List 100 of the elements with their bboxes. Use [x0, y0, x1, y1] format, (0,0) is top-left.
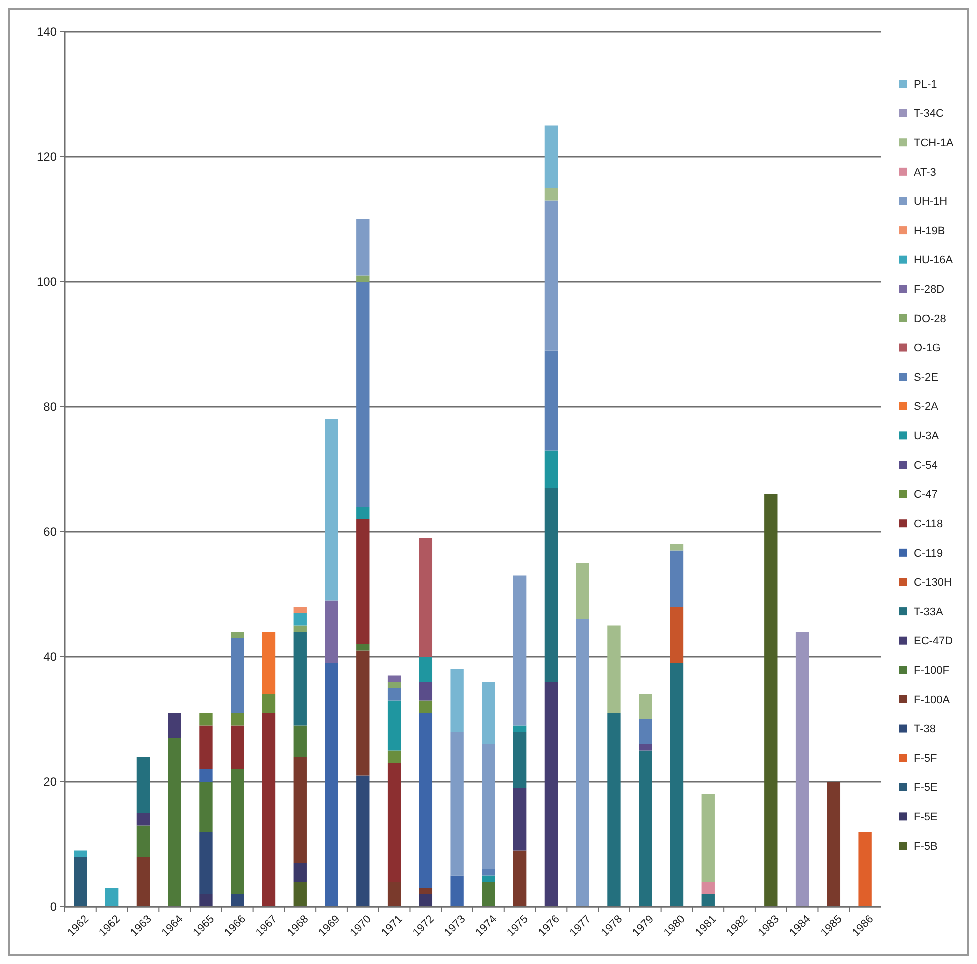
bar	[702, 894, 715, 907]
bar	[482, 876, 496, 882]
bar	[356, 276, 370, 282]
bar	[136, 857, 150, 907]
bar	[388, 882, 402, 907]
bar	[356, 520, 370, 644]
bar	[200, 894, 213, 907]
legend-label: F-5B	[914, 840, 938, 853]
bar	[419, 682, 433, 701]
bar	[262, 713, 276, 907]
bar	[639, 720, 652, 744]
bar	[294, 607, 307, 614]
bar	[294, 882, 307, 907]
bar	[325, 420, 338, 601]
y-tick-label: 0	[50, 900, 58, 914]
bar	[231, 770, 244, 894]
bar	[200, 726, 213, 770]
bar	[576, 563, 590, 620]
bar	[356, 644, 370, 651]
legend-label: O-1G	[914, 342, 941, 355]
y-tick-label: 140	[36, 25, 58, 40]
y-tick-label: 60	[44, 525, 58, 540]
legend-label: TCH-1A	[914, 137, 954, 150]
bar	[670, 663, 684, 907]
legend-label: HU-16A	[914, 254, 954, 267]
bar	[450, 670, 464, 732]
legend-label: F-5E	[914, 812, 938, 824]
bar	[419, 888, 433, 894]
bar	[513, 726, 527, 732]
legend-label: F-5F	[914, 752, 938, 765]
bar	[670, 550, 684, 607]
bar	[670, 607, 684, 664]
legend-label: U-3A	[914, 430, 940, 443]
y-tick-label: 100	[36, 275, 58, 290]
bar	[294, 626, 307, 632]
bar	[231, 726, 244, 770]
y-tick-label: 20	[44, 775, 58, 790]
bar	[231, 638, 244, 714]
bar	[513, 788, 527, 851]
legend-label: H-19B	[914, 225, 946, 238]
legend-label: C-130H	[914, 577, 952, 590]
bar	[639, 750, 652, 907]
bar	[450, 732, 464, 876]
bar	[482, 870, 496, 876]
bar	[450, 876, 464, 907]
bar	[419, 700, 433, 714]
bar	[262, 694, 276, 714]
legend-label: F-28D	[914, 284, 945, 296]
bar	[388, 763, 402, 882]
bar	[419, 538, 433, 657]
bar	[858, 832, 872, 907]
bar	[200, 782, 213, 832]
bar	[544, 126, 558, 188]
bar	[388, 688, 402, 701]
bar	[294, 726, 307, 757]
bar	[608, 626, 621, 714]
bar	[764, 494, 778, 907]
bar	[356, 282, 370, 507]
bar	[544, 350, 558, 451]
bar	[356, 650, 370, 776]
legend-label: C-119	[914, 548, 944, 560]
bar	[231, 632, 244, 638]
bar	[702, 882, 715, 894]
bar	[168, 738, 182, 907]
bar	[388, 682, 402, 688]
bar	[482, 682, 496, 744]
bar	[294, 632, 307, 726]
bar	[513, 732, 527, 788]
bar	[356, 220, 370, 276]
legend-label: C-118	[914, 518, 944, 530]
legend-label: C-47	[914, 489, 938, 502]
legend-label: F-5E	[914, 782, 938, 794]
bar	[419, 713, 433, 888]
legend-label: S-2E	[914, 372, 938, 384]
legend-label: PL-1	[914, 78, 938, 91]
bar	[231, 713, 244, 726]
legend-label: T-38	[914, 724, 936, 736]
y-tick-label: 40	[44, 650, 58, 664]
bar	[388, 750, 402, 764]
bar	[639, 694, 652, 720]
bar	[388, 676, 402, 682]
bar	[544, 450, 558, 488]
bar	[105, 888, 119, 907]
bar	[544, 200, 558, 351]
legend-label: C-54	[914, 460, 938, 472]
legend-label: F-100F	[914, 665, 950, 678]
legend-label: T-33A	[914, 606, 944, 618]
bar	[294, 757, 307, 864]
bar	[576, 620, 590, 907]
bar	[608, 713, 621, 907]
legend-label: S-2A	[914, 401, 940, 414]
bar	[294, 863, 307, 882]
bar	[356, 776, 370, 907]
bar	[482, 744, 496, 870]
bar	[325, 600, 338, 664]
y-tick-label: 120	[36, 150, 58, 164]
bar	[200, 832, 213, 894]
bar	[388, 700, 402, 751]
bar	[639, 744, 652, 751]
bar	[168, 713, 182, 738]
